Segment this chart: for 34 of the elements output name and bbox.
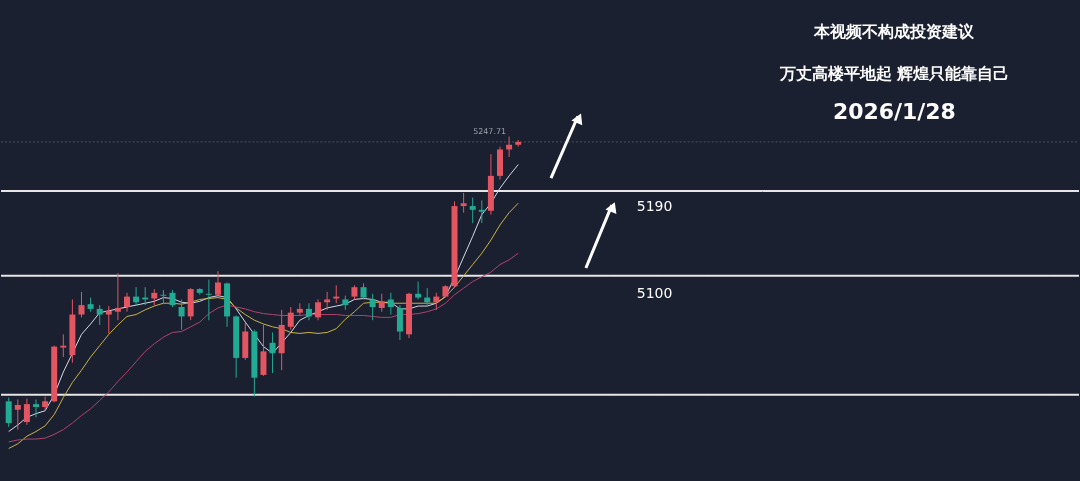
candlestick bbox=[287, 306, 294, 331]
candlestick bbox=[296, 302, 303, 316]
candlestick bbox=[469, 197, 476, 224]
ref-line-label: 5190 bbox=[636, 197, 673, 214]
candlestick bbox=[478, 199, 485, 224]
candlestick bbox=[387, 292, 394, 316]
candlestick bbox=[260, 324, 267, 377]
candlestick bbox=[396, 304, 403, 341]
candlestick bbox=[415, 281, 422, 300]
candlestick bbox=[33, 398, 40, 418]
candlestick bbox=[124, 292, 130, 313]
candlestick bbox=[60, 333, 67, 358]
candlestick bbox=[5, 397, 12, 428]
candlestick bbox=[205, 279, 212, 321]
text: 2026/1/28 bbox=[832, 99, 956, 125]
candlestick bbox=[460, 192, 467, 214]
candlestick bbox=[23, 397, 30, 426]
candlestick bbox=[160, 289, 167, 305]
candlestick bbox=[214, 270, 221, 298]
ref-line-label: 5100 bbox=[636, 284, 673, 301]
candlestick bbox=[105, 305, 112, 334]
candlestick bbox=[315, 298, 322, 321]
candlestick bbox=[305, 302, 312, 321]
candlestick bbox=[269, 331, 276, 374]
text: 本视频不构成投资建议 bbox=[813, 22, 976, 42]
text: 万丈高楼平地起 辉煌只能靠自己 bbox=[778, 64, 1010, 84]
annotation: 5247.71 bbox=[473, 126, 507, 136]
candlestick bbox=[96, 304, 103, 326]
candlestick bbox=[114, 272, 121, 321]
candlestick bbox=[178, 298, 185, 331]
candlestick bbox=[369, 293, 376, 321]
candlestick bbox=[42, 396, 49, 411]
candlestick bbox=[324, 291, 331, 311]
candlestick bbox=[14, 398, 21, 431]
